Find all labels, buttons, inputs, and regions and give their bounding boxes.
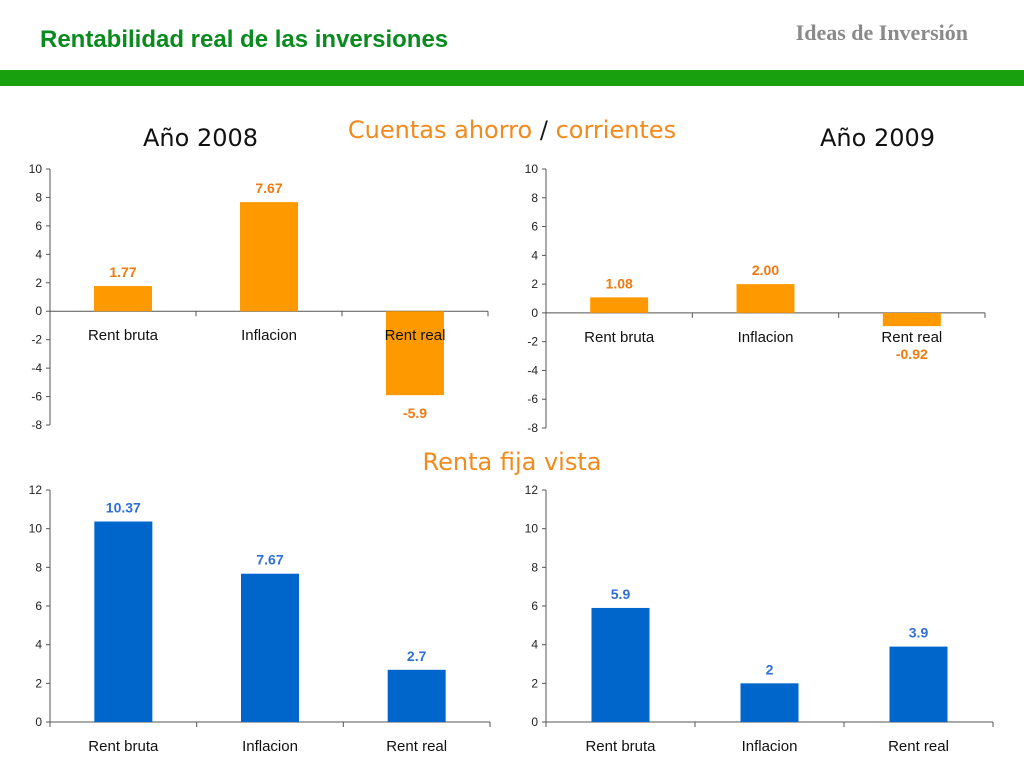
bar-inflacion: [740, 683, 799, 722]
y-tick-label: -6: [31, 390, 42, 404]
data-label: 2.00: [752, 262, 779, 278]
y-tick-label: 8: [531, 191, 538, 205]
bar-rent-real: [889, 646, 948, 722]
brand-logo-text: Ideas de Inversión: [795, 20, 968, 45]
data-label: 2.7: [407, 648, 427, 664]
section-title-savings: Cuentas ahorro / corrientes: [0, 116, 1024, 144]
y-tick-label: 4: [35, 247, 42, 261]
data-label: 5.9: [611, 586, 631, 602]
y-tick-label: 4: [531, 248, 538, 262]
data-label: 3.9: [909, 625, 929, 641]
y-tick-label: 12: [525, 483, 539, 497]
y-tick-label: 0: [531, 715, 538, 729]
page-title: Rentabilidad real de las inversiones: [40, 26, 449, 53]
category-label: Rent bruta: [88, 327, 159, 344]
y-tick-label: -4: [31, 361, 42, 375]
bar-rent-bruta: [590, 297, 649, 313]
y-tick-label: -2: [527, 335, 538, 349]
y-tick-label: 2: [35, 676, 42, 690]
y-tick-label: 12: [29, 483, 43, 497]
y-tick-label: -4: [527, 363, 538, 377]
y-tick-label: 6: [531, 220, 538, 234]
y-tick-label: 2: [35, 276, 42, 290]
y-tick-label: 2: [531, 277, 538, 291]
bar-inflacion: [736, 284, 795, 313]
data-label: 2: [766, 661, 774, 677]
data-label: 7.67: [255, 180, 282, 196]
bar-rent-bruta: [94, 521, 153, 722]
bar-inflacion: [240, 202, 298, 312]
y-tick-label: 8: [35, 560, 42, 574]
y-tick-label: 6: [531, 599, 538, 613]
category-label: Rent bruta: [584, 329, 655, 346]
y-tick-label: -8: [31, 418, 42, 432]
chart-fixed-income-2008: 12 10 8 6 4 2 0 Rent bruta 10.37 Inflacion 7.67 Ren…: [29, 483, 491, 755]
bar-rent-real: [386, 311, 444, 396]
section-title-savings-part1: Cuentas ahorro: [347, 116, 533, 144]
data-label: 1.08: [606, 275, 633, 291]
data-label: 7.67: [256, 552, 283, 568]
bar-inflacion: [241, 573, 299, 722]
y-tick-label: 10: [29, 162, 43, 176]
y-tick-label: 10: [525, 162, 539, 176]
year-label-2009: Año 2009: [820, 124, 936, 152]
y-tick-label: 8: [531, 560, 538, 574]
chart-fixed-income-2009: 12 10 8 6 4 2 0 Rent bruta 5.9 Inflacion 2 Rent rea…: [525, 483, 994, 755]
category-label: Rent bruta: [88, 738, 159, 755]
section-title-fixed-income: Renta fija vista: [422, 448, 602, 476]
chart-savings-2009: 10 8 6 4 2 0 -2 -4 -6 -8 Rent bruta 1.08 Inflacion 2.…: [525, 162, 986, 435]
data-label: 1.77: [109, 264, 136, 280]
section-title-savings-part2: corrientes: [555, 116, 677, 144]
category-label: Rent bruta: [585, 738, 656, 755]
y-tick-label: 0: [35, 304, 42, 318]
y-tick-label: -8: [527, 421, 538, 435]
y-tick-label: 0: [531, 306, 538, 320]
y-tick-label: -6: [527, 392, 538, 406]
data-label: 10.37: [106, 500, 141, 516]
chart-savings-2008: 10 8 6 4 2 0 -2 -4 -6 -8 Rent bruta 1.77 Inflacion 7.…: [29, 162, 489, 432]
bar-rent-bruta: [94, 286, 152, 312]
y-tick-label: 0: [35, 715, 42, 729]
y-tick-label: 6: [35, 219, 42, 233]
bar-rent-real: [882, 312, 941, 327]
data-label: -0.92: [896, 346, 928, 362]
bar-rent-bruta: [591, 607, 650, 722]
bar-rent-real: [387, 669, 446, 722]
y-tick-label: 4: [35, 638, 42, 652]
category-label: Rent real: [386, 738, 447, 755]
category-label: Rent real: [881, 329, 942, 346]
category-label: Inflacion: [742, 738, 798, 755]
header-divider-bar: [0, 70, 1024, 86]
year-label-2008: Año 2008: [143, 124, 259, 152]
data-label: -5.9: [403, 405, 427, 421]
category-label: Inflacion: [738, 329, 794, 346]
section-title-separator: /: [539, 116, 548, 144]
category-label: Inflacion: [242, 738, 298, 755]
y-tick-label: 2: [531, 676, 538, 690]
y-tick-label: -2: [31, 333, 42, 347]
y-tick-label: 10: [29, 522, 43, 536]
y-tick-label: 10: [525, 522, 539, 536]
category-label: Rent real: [385, 327, 446, 344]
y-tick-label: 8: [35, 190, 42, 204]
category-label: Rent real: [888, 738, 949, 755]
category-label: Inflacion: [241, 327, 297, 344]
y-tick-label: 6: [35, 599, 42, 613]
y-tick-label: 4: [531, 638, 538, 652]
